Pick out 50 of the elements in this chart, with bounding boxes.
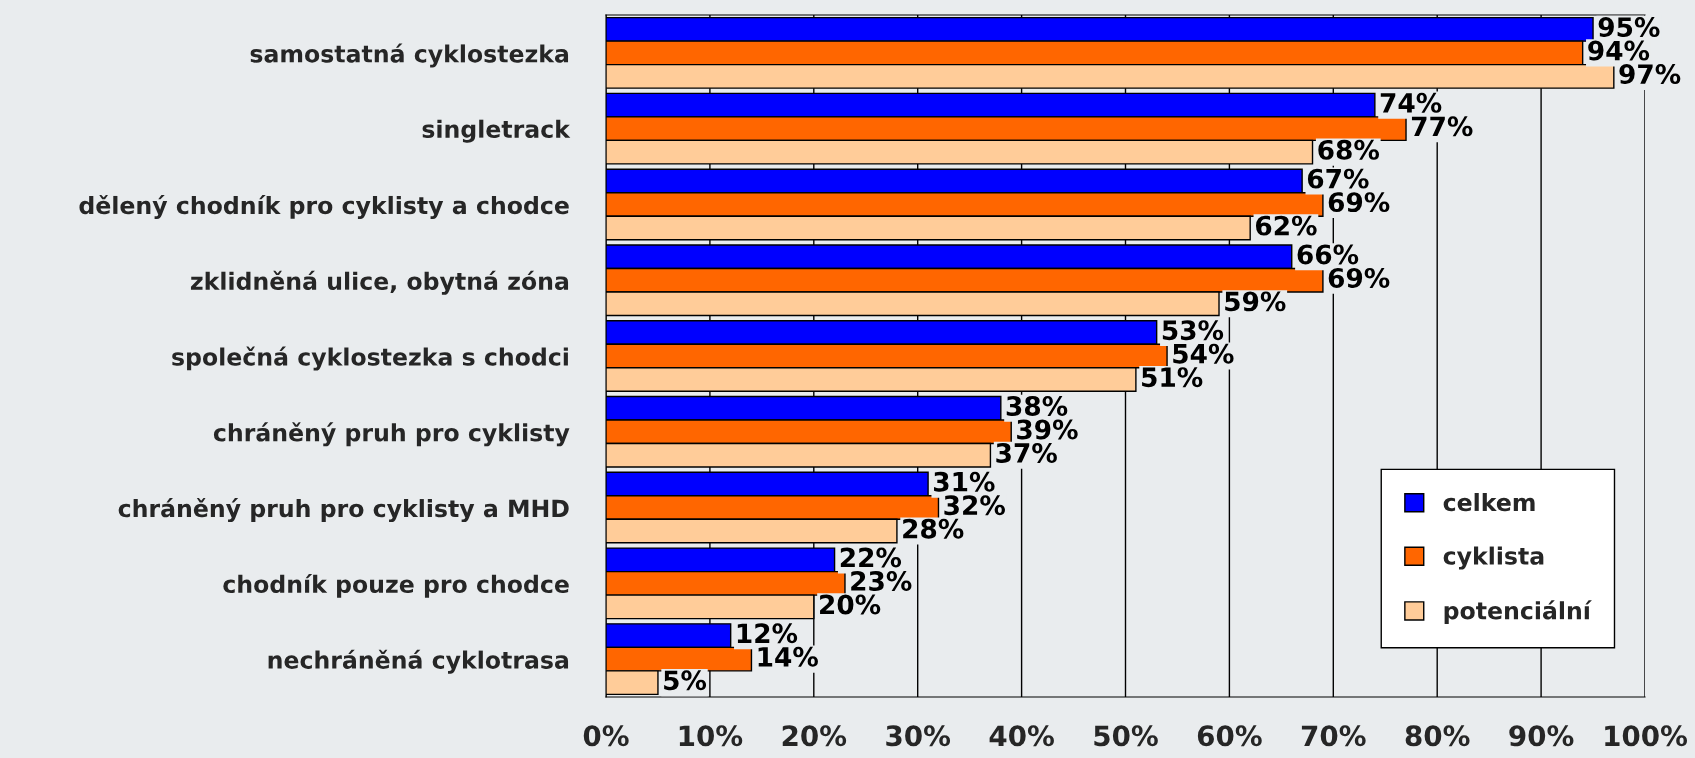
data-label: 67% <box>1307 168 1369 189</box>
data-label: 22% <box>840 547 902 568</box>
x-tick-label: 0% <box>583 725 629 747</box>
data-label: 54% <box>1173 343 1234 364</box>
data-label: 94% <box>1588 40 1650 61</box>
data-label: 37% <box>996 442 1057 463</box>
data-label: 32% <box>944 495 1005 516</box>
x-tick-label: 60% <box>1197 725 1262 747</box>
x-tick-label: 20% <box>782 725 847 747</box>
data-label: 23% <box>851 571 912 591</box>
data-label: 38% <box>1006 395 1068 416</box>
x-tick-label: 70% <box>1301 725 1366 747</box>
y-tick-label: samostatná cyklostezka <box>250 43 569 68</box>
y-tick-label: dělený chodník pro cyklisty a chodce <box>79 195 569 219</box>
data-label: 95% <box>1598 17 1660 38</box>
data-label: 28% <box>903 518 964 539</box>
data-label: 12% <box>737 623 798 644</box>
y-tick-label: chráněný pruh pro cyklisty a MHD <box>118 498 569 523</box>
data-label: 69% <box>1328 192 1390 213</box>
data-label: 68% <box>1318 139 1380 160</box>
data-label: 39% <box>1017 419 1078 440</box>
data-label: 31% <box>934 471 995 492</box>
y-tick-label: singletrack <box>422 119 571 143</box>
legend-label: cyklista <box>1443 546 1544 570</box>
data-label: 62% <box>1255 215 1317 236</box>
legend-label: potenciální <box>1444 600 1592 625</box>
y-tick-label: chodník pouze pro chodce <box>223 573 569 598</box>
x-tick-label: 40% <box>989 725 1054 747</box>
y-tick-label: zklidněná ulice, obytná zóna <box>190 270 569 295</box>
legend-label: celkem <box>1443 493 1535 512</box>
y-tick-label: nechráněná cyklotrasa <box>268 649 569 674</box>
y-tick-label: chráněný pruh pro cyklisty <box>213 422 570 447</box>
data-label: 69% <box>1328 267 1390 288</box>
x-tick-label: 50% <box>1094 725 1158 747</box>
y-tick-label: společná cyklostezka s chodci <box>172 346 568 371</box>
x-tick-label: 90% <box>1509 725 1574 747</box>
data-label: 97% <box>1619 64 1681 85</box>
data-label: 5% <box>664 670 707 691</box>
data-label: 51% <box>1142 367 1203 388</box>
x-tick-label: 30% <box>886 725 951 747</box>
x-tick-label: 10% <box>679 725 743 747</box>
x-tick-label: 80% <box>1405 725 1470 747</box>
x-tick-label: 100% <box>1605 725 1688 747</box>
data-label: 14% <box>758 646 818 667</box>
data-label: 66% <box>1297 244 1359 265</box>
data-label: 20% <box>820 594 881 615</box>
data-label: 59% <box>1225 291 1286 312</box>
data-label: 77% <box>1411 116 1473 137</box>
data-label: 53% <box>1162 320 1224 341</box>
data-label: 74% <box>1380 92 1442 113</box>
